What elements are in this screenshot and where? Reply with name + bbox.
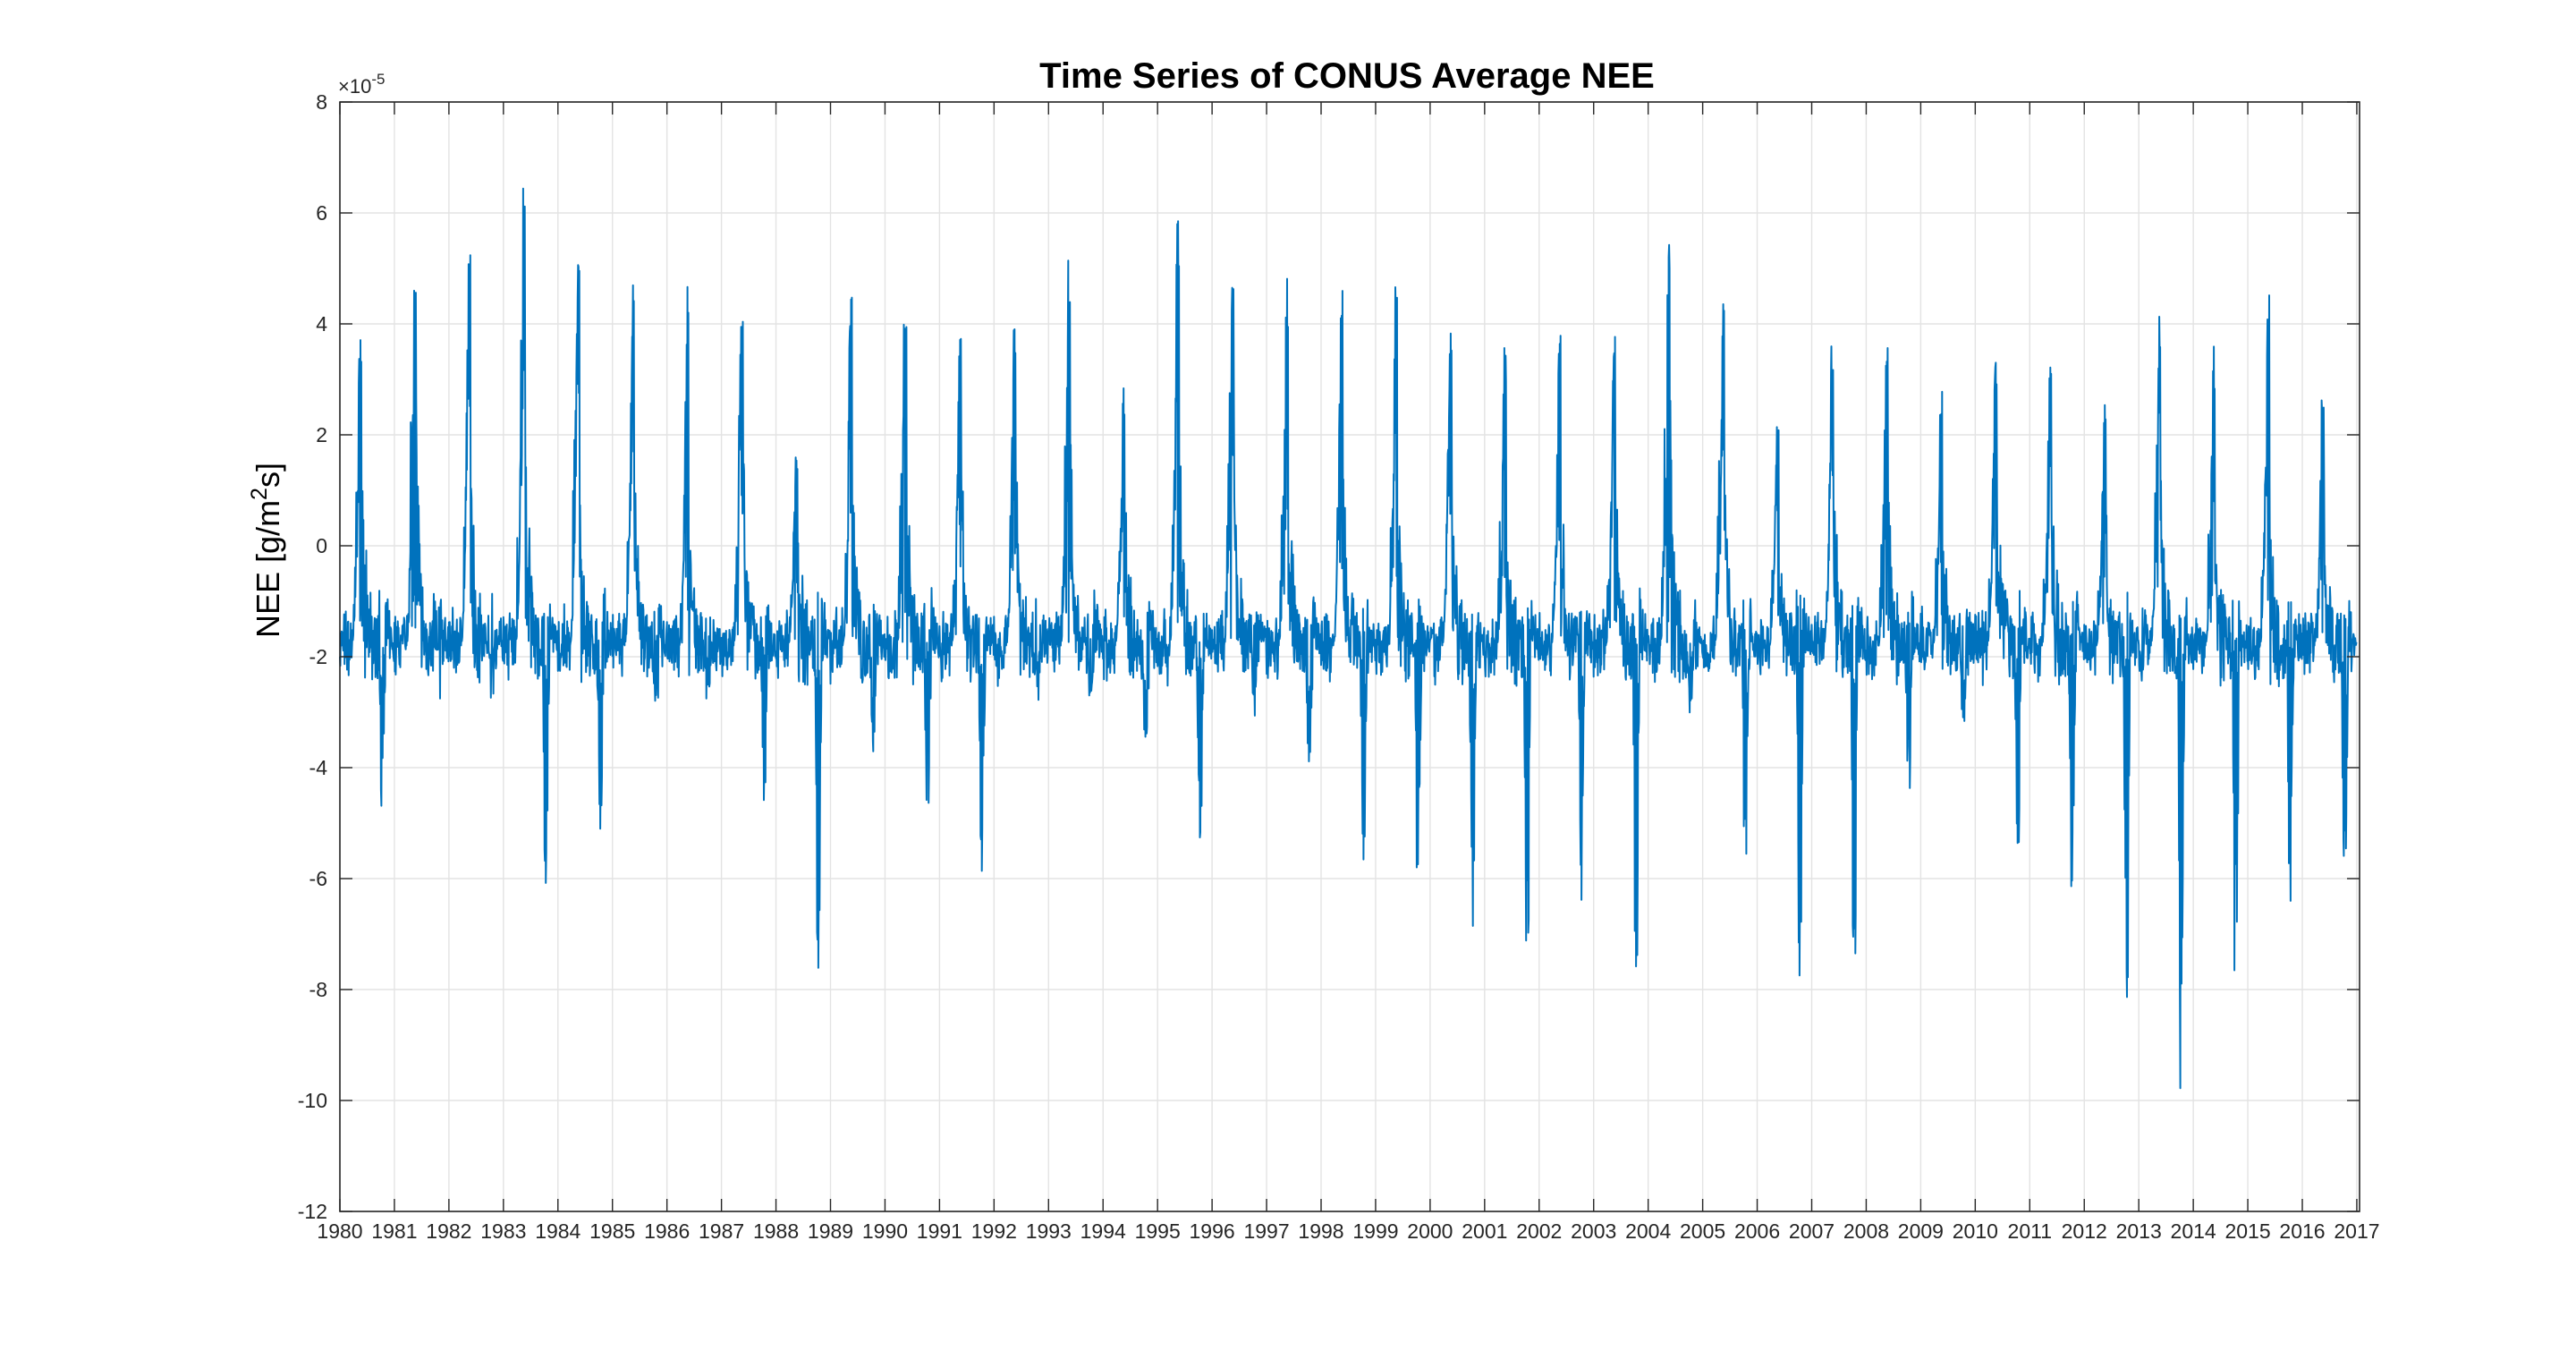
x-tick-label: 2008	[1843, 1219, 1889, 1243]
x-tick-label: 1999	[1352, 1219, 1398, 1243]
x-tick-label: 1992	[971, 1219, 1017, 1243]
y-tick-label: 0	[316, 534, 327, 557]
y-tick-label: -2	[309, 645, 327, 668]
y-exponent-base: ×10	[338, 75, 371, 98]
x-tick-label: 2010	[1953, 1219, 1998, 1243]
x-tick-label: 2004	[1625, 1219, 1671, 1243]
x-tick-label: 1984	[535, 1219, 580, 1243]
x-tick-label: 2006	[1734, 1219, 1780, 1243]
x-tick-label: 2002	[1516, 1219, 1562, 1243]
y-axis-label: NEE [g/m2s]	[247, 463, 286, 638]
x-tick-label: 2016	[2279, 1219, 2325, 1243]
x-tick-label: 2005	[1680, 1219, 1725, 1243]
y-tick-label: -10	[298, 1089, 327, 1112]
x-tick-label: 1996	[1190, 1219, 1235, 1243]
x-tick-label: 2009	[1898, 1219, 1944, 1243]
y-tick-label: -12	[298, 1200, 327, 1223]
x-tick-label: 1994	[1080, 1219, 1126, 1243]
x-tick-label: 2015	[2224, 1219, 2270, 1243]
x-tick-labels: 1980 1981 1982 1983 1984 1985 1986 1987 1988 1989…	[317, 1219, 2379, 1243]
data-series	[339, 187, 2358, 1090]
y-exponent-power: -5	[371, 71, 385, 88]
y-axis-label-superscript: 2	[247, 488, 272, 500]
y-axis-label-tail: s]	[250, 463, 286, 488]
x-tick-label: 2001	[1462, 1219, 1507, 1243]
x-tick-label: 1983	[480, 1219, 526, 1243]
y-tick-label: 6	[316, 201, 327, 225]
x-tick-label: 1987	[699, 1219, 744, 1243]
x-tick-label: 1997	[1243, 1219, 1289, 1243]
x-tick-label: 1990	[862, 1219, 908, 1243]
y-tick-label: -8	[309, 978, 327, 1001]
y-tick-label: 8	[316, 90, 327, 114]
y-tick-label: 2	[316, 423, 327, 446]
chart-title: Time Series of CONUS Average NEE	[1039, 56, 1655, 96]
x-tick-label: 1995	[1135, 1219, 1181, 1243]
x-tick-label: 2003	[1571, 1219, 1616, 1243]
x-tick-label: 1993	[1026, 1219, 1072, 1243]
x-tick-label: 1991	[917, 1219, 962, 1243]
x-tick-label: 1980	[317, 1219, 362, 1243]
y-tick-label: -4	[309, 756, 328, 779]
x-tick-label: 1985	[589, 1219, 635, 1243]
series-line	[339, 187, 2358, 1090]
x-tick-label: 2011	[2008, 1219, 2052, 1243]
x-tick-label: 2017	[2334, 1219, 2379, 1243]
x-tick-label: 2000	[1407, 1219, 1453, 1243]
x-tick-label: 1998	[1298, 1219, 1343, 1243]
tick-marks	[339, 101, 2360, 1212]
y-tick-label: -6	[309, 867, 327, 890]
x-tick-label: 1981	[371, 1219, 417, 1243]
x-tick-label: 1988	[753, 1219, 799, 1243]
y-axis-label-main: NEE [g/m	[250, 500, 286, 638]
x-tick-label: 2014	[2171, 1219, 2216, 1243]
y-tick-label: 4	[316, 312, 327, 336]
x-tick-label: 2007	[1789, 1219, 1835, 1243]
x-tick-label: 1989	[808, 1219, 853, 1243]
y-tick-labels: 8 6 4 2 0 -2 -4 -6 -8 -10 -12	[298, 90, 327, 1223]
x-tick-label: 2013	[2116, 1219, 2162, 1243]
y-exponent-label: ×10-5	[338, 71, 385, 98]
x-tick-label: 1982	[426, 1219, 471, 1243]
x-tick-label: 1986	[644, 1219, 690, 1243]
x-tick-label: 2012	[2062, 1219, 2107, 1243]
